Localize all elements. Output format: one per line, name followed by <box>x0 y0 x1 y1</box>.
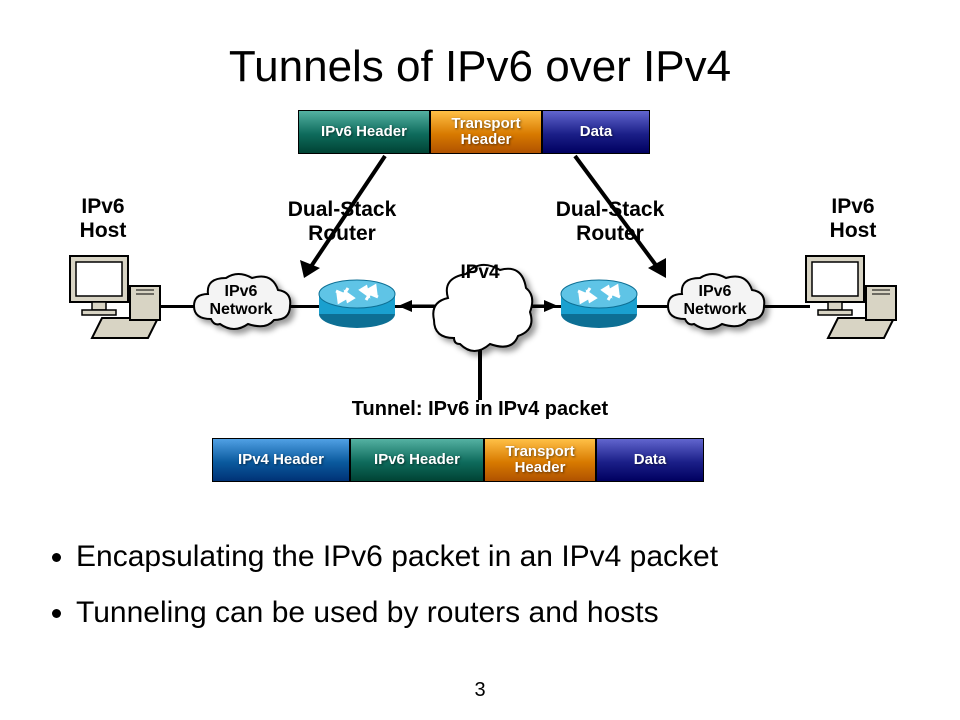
ipv6-cloud-right-label: IPv6 Network <box>660 283 770 318</box>
packet-segment: Transport Header <box>484 438 596 482</box>
packet-segment: Data <box>596 438 704 482</box>
bullet-item: Tunneling can be used by routers and hos… <box>76 596 718 630</box>
bullet-item: Encapsulating the IPv6 packet in an IPv4… <box>76 540 718 574</box>
packet-segment: Data <box>542 110 650 154</box>
packet-segment: IPv4 Header <box>212 438 350 482</box>
arrow-packet-to-router-right <box>540 150 700 280</box>
host-left-icon <box>62 250 162 340</box>
page-number: 3 <box>0 679 960 702</box>
page-title: Tunnels of IPv6 over IPv4 <box>0 42 960 92</box>
arrow-packet-to-router-left <box>280 150 440 280</box>
host-right-icon <box>798 250 898 340</box>
label-host-left: IPv6 Host <box>58 195 148 243</box>
bullet-list: Encapsulating the IPv6 packet in an IPv4… <box>48 540 718 652</box>
packet-segment: Transport Header <box>430 110 542 154</box>
label-host-right: IPv6 Host <box>808 195 898 243</box>
router-left-icon <box>316 278 398 330</box>
packet-segment: IPv6 Header <box>298 110 430 154</box>
packet-segment: IPv6 Header <box>350 438 484 482</box>
ipv4-cloud-label: IPv4 <box>424 262 536 284</box>
router-right-icon <box>558 278 640 330</box>
ipv6-cloud-left-label: IPv6 Network <box>186 283 296 318</box>
